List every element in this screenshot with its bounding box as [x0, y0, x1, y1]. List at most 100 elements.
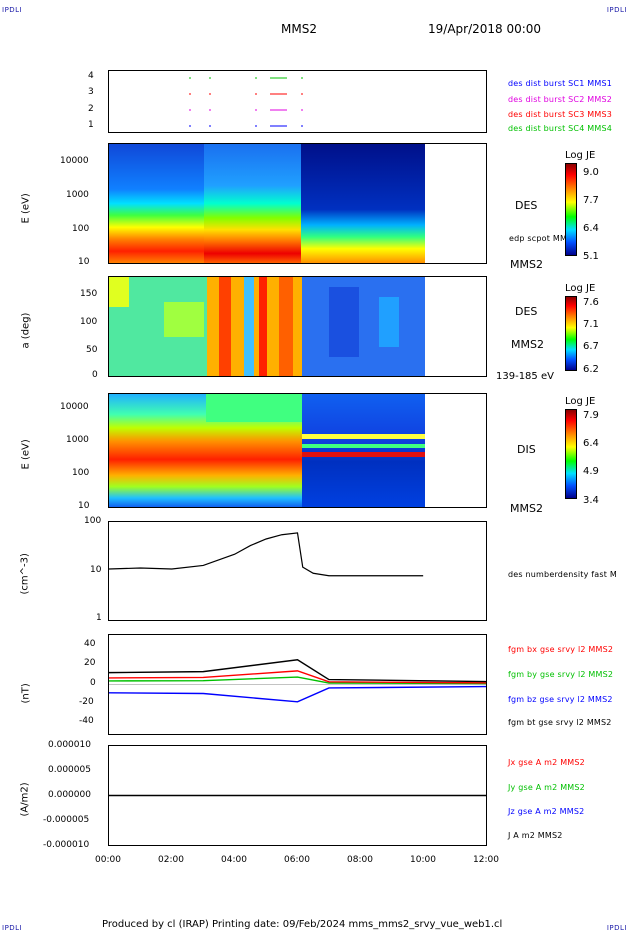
- current-tick-4: -0.000005: [43, 815, 90, 825]
- burst-tick-2: 2: [88, 104, 94, 114]
- spacecraft-title: MMS2: [281, 22, 317, 36]
- des-pitch-tick-150: 150: [80, 289, 98, 299]
- burst-legend-mms3: des dist burst SC3 MMS3: [508, 110, 613, 119]
- burst-plot: [189, 77, 303, 127]
- bfield-bz-line: [108, 685, 487, 703]
- des-energy-ytitle: E (eV): [20, 193, 32, 224]
- corner-label-top-left: IPDLI: [2, 6, 23, 14]
- des-pitch-panel: [108, 276, 487, 377]
- des-energy-scpot-label: edp scpot MMS2: [509, 234, 578, 243]
- density-tick-1: 1: [96, 613, 102, 623]
- current-legend-jx: Jx gse A m2 MMS2: [508, 758, 585, 767]
- des-pitch-energy-range: 139-185 eV: [496, 371, 554, 382]
- dis-energy-cbar-tick-3: 4.9: [583, 466, 599, 477]
- des-pitch-tick-100: 100: [80, 317, 98, 327]
- des-energy-tick-1000: 1000: [66, 190, 89, 200]
- density-plot: [108, 532, 424, 577]
- bfield-plot: [108, 659, 487, 703]
- des-pitch-colorbar: [565, 296, 577, 371]
- time-tick-5: 10:00: [410, 855, 436, 865]
- burst-legend-mms1: des dist burst SC1 MMS1: [508, 79, 613, 88]
- dis-energy-cbar-tick-2: 6.4: [583, 438, 599, 449]
- bfield-bx-line: [108, 670, 487, 684]
- bfield-legend-bx: fgm bx gse srvy l2 MMS2: [508, 645, 614, 654]
- current-panel: [108, 745, 487, 846]
- current-tick-2: 0.000005: [48, 765, 91, 775]
- des-energy-cbar-title: Log JE: [565, 150, 596, 161]
- corner-label-bottom-right: IPDLI: [606, 924, 627, 932]
- des-pitch-spacecraft: MMS2: [511, 338, 544, 351]
- dis-energy-spacecraft: MMS2: [510, 502, 543, 515]
- dis-energy-cbar-title: Log JE: [565, 396, 596, 407]
- dis-energy-tick-10: 10: [78, 501, 90, 511]
- dis-energy-cbar-tick-4: 3.4: [583, 495, 599, 506]
- current-tick-5: -0.000010: [43, 840, 90, 850]
- bfield-by-line: [108, 676, 487, 685]
- density-tick-10: 10: [90, 565, 102, 575]
- current-ytitle: (A/m2): [19, 782, 31, 817]
- date-title: 19/Apr/2018 00:00: [428, 22, 542, 36]
- des-pitch-cbar-tick-1: 7.6: [583, 297, 599, 308]
- footer-credit: Produced by cl (IRAP) Printing date: 09/…: [102, 919, 503, 930]
- des-pitch-tick-50: 50: [86, 345, 98, 355]
- des-pitch-spectrogram: [109, 277, 425, 376]
- des-pitch-cbar-title: Log JE: [565, 283, 596, 294]
- des-energy-tick-100: 100: [72, 224, 90, 234]
- bfield-tick-40: 40: [84, 639, 96, 649]
- time-tick-4: 08:00: [347, 855, 373, 865]
- density-legend: des numberdensity fast M: [508, 570, 617, 579]
- burst-legend-mms2: des dist burst SC2 MMS2: [508, 95, 613, 104]
- current-tick-1: 0.000010: [48, 740, 91, 750]
- des-energy-cbar-tick-3: 6.4: [583, 223, 599, 234]
- current-tick-3: 0.000000: [48, 790, 91, 800]
- des-energy-spectrogram: [109, 144, 425, 263]
- bfield-legend-bz: fgm bz gse srvy l2 MMS2: [508, 695, 613, 704]
- dis-energy-panel: [108, 393, 487, 508]
- density-tick-100: 100: [84, 516, 102, 526]
- time-tick-6: 12:00: [473, 855, 499, 865]
- current-plot: [109, 794, 486, 797]
- dis-energy-colorbar: [565, 409, 577, 499]
- current-legend-j: J A m2 MMS2: [508, 831, 563, 840]
- bfield-tick-0: 0: [90, 678, 96, 688]
- dis-energy-tick-10000: 10000: [60, 402, 89, 412]
- des-pitch-cbar-tick-3: 6.7: [583, 341, 599, 352]
- des-energy-colorbar: [565, 163, 577, 256]
- bfield-tick-minus40: -40: [79, 716, 94, 726]
- dis-energy-cbar-tick-1: 7.9: [583, 410, 599, 421]
- bfield-bt-line: [108, 659, 487, 683]
- des-energy-panel: [108, 143, 487, 264]
- des-energy-spacecraft: MMS2: [510, 258, 543, 271]
- des-pitch-tick-0: 0: [92, 370, 98, 380]
- des-energy-cbar-tick-4: 5.1: [583, 251, 599, 262]
- des-energy-cbar-tick-2: 7.7: [583, 195, 599, 206]
- dis-energy-ytitle: E (eV): [20, 439, 32, 470]
- bfield-tick-minus20: -20: [79, 697, 94, 707]
- time-tick-1: 02:00: [158, 855, 184, 865]
- dis-energy-spectrogram: [109, 394, 425, 507]
- density-ytitle: (cm^-3): [19, 553, 31, 595]
- time-tick-3: 06:00: [284, 855, 310, 865]
- burst-legend-mms4: des dist burst SC4 MMS4: [508, 124, 613, 133]
- des-energy-instrument: DES: [515, 199, 538, 212]
- current-legend-jz: Jz gse A m2 MMS2: [508, 807, 585, 816]
- burst-tick-4: 4: [88, 71, 94, 81]
- dis-energy-tick-1000: 1000: [66, 435, 89, 445]
- density-line: [108, 532, 424, 577]
- des-pitch-ytitle: a (deg): [20, 312, 32, 349]
- des-pitch-instrument: DES: [515, 305, 538, 318]
- des-pitch-cbar-tick-4: 6.2: [583, 364, 599, 375]
- bfield-panel: [108, 634, 487, 735]
- bfield-legend-bt: fgm bt gse srvy l2 MMS2: [508, 718, 612, 727]
- bfield-legend-by: fgm by gse srvy l2 MMS2: [508, 670, 614, 679]
- corner-label-top-right: IPDLI: [606, 6, 627, 14]
- corner-label-bottom-left: IPDLI: [2, 924, 23, 932]
- bfield-ytitle: (nT): [20, 683, 32, 704]
- time-tick-0: 00:00: [95, 855, 121, 865]
- des-energy-cbar-tick-1: 9.0: [583, 167, 599, 178]
- des-energy-tick-10000: 10000: [60, 156, 89, 166]
- dis-energy-tick-100: 100: [72, 468, 90, 478]
- burst-tick-1: 1: [88, 120, 94, 130]
- density-panel: [108, 521, 487, 621]
- des-pitch-cbar-tick-2: 7.1: [583, 319, 599, 330]
